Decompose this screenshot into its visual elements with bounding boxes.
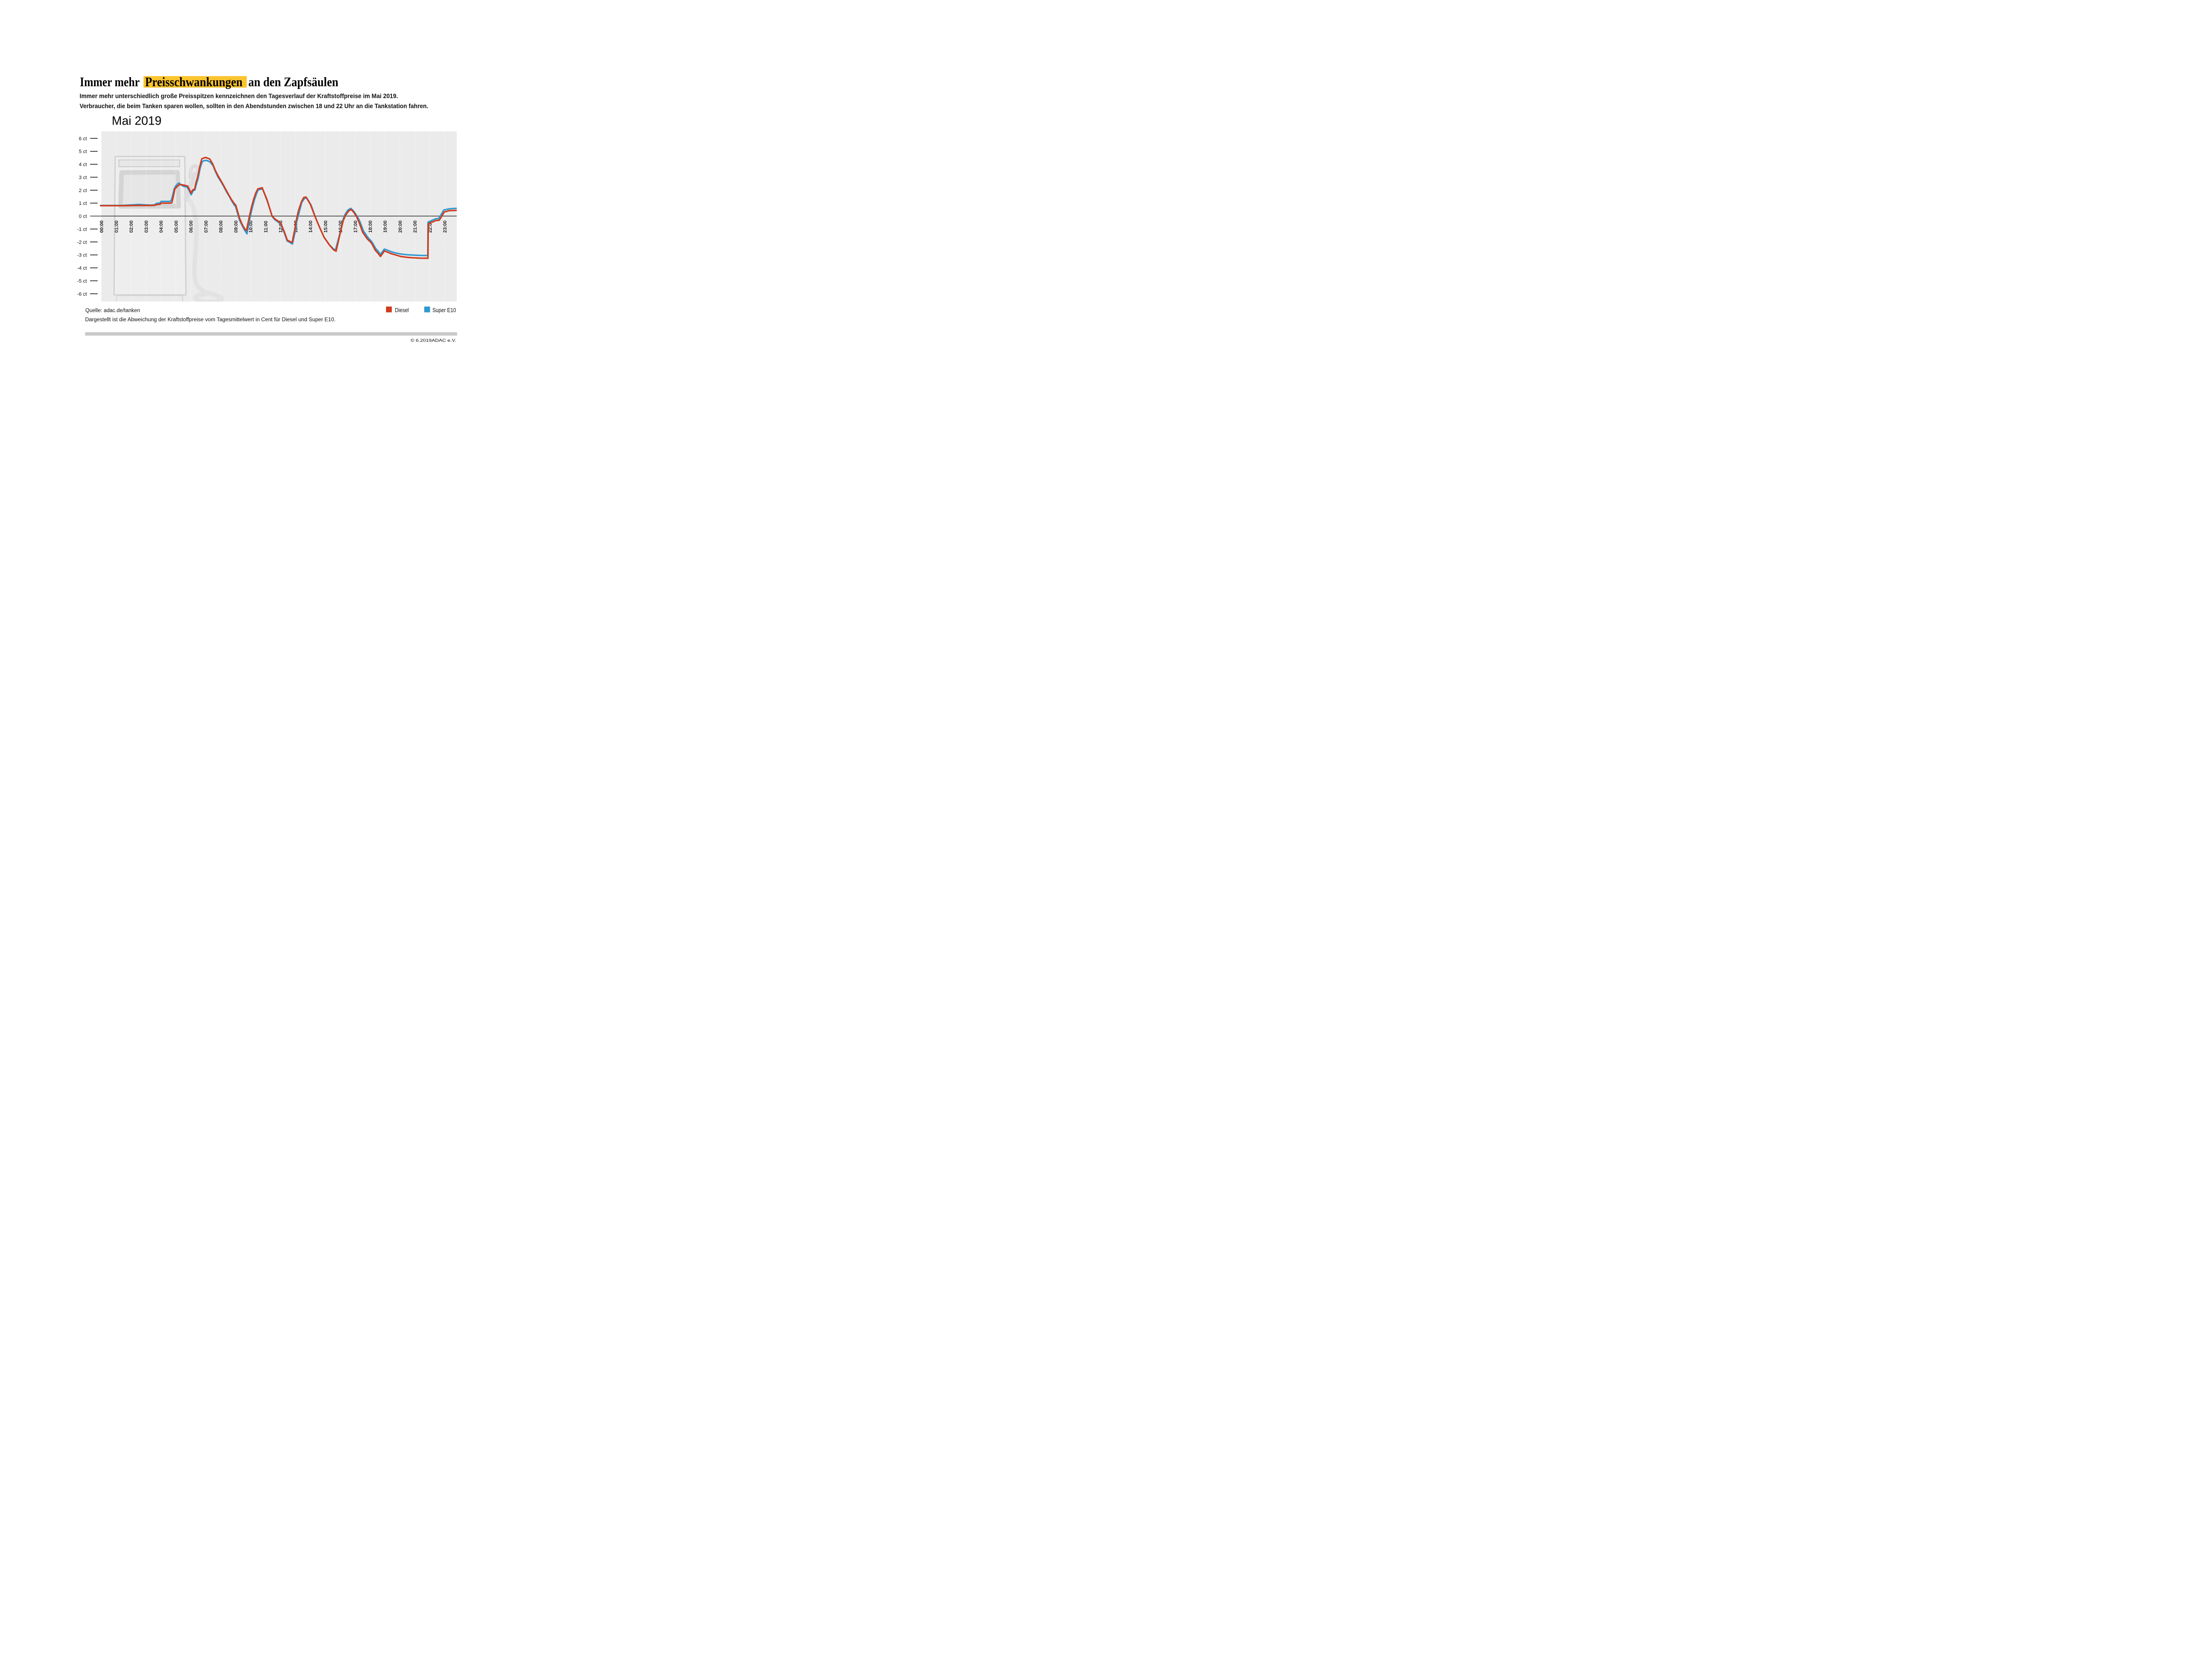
svg-text:-4 ct: -4 ct [77,266,87,271]
svg-text:06:00: 06:00 [188,220,194,233]
svg-text:15:00: 15:00 [323,220,329,233]
svg-text:© 6.2019ADAC e.V.: © 6.2019ADAC e.V. [411,338,456,343]
svg-text:Immer mehr: Immer mehr [80,75,140,89]
svg-text:18:00: 18:00 [368,220,373,233]
svg-text:08:00: 08:00 [219,220,224,233]
svg-text:Verbraucher, die beim Tanken s: Verbraucher, die beim Tanken sparen woll… [80,103,428,110]
svg-text:3 ct: 3 ct [79,175,87,180]
svg-text:Dargestellt ist die Abweichung: Dargestellt ist die Abweichung der Kraft… [85,317,336,323]
svg-text:6 ct: 6 ct [79,136,87,141]
svg-text:19:00: 19:00 [383,220,388,233]
svg-text:-2 ct: -2 ct [77,240,87,245]
svg-text:0 ct: 0 ct [79,214,87,219]
svg-text:-1 ct: -1 ct [77,227,87,232]
svg-text:an den Zapfsäulen: an den Zapfsäulen [248,75,339,89]
svg-text:4 ct: 4 ct [79,162,87,167]
svg-text:5 ct: 5 ct [79,149,87,155]
svg-text:1 ct: 1 ct [79,201,87,206]
svg-text:03:00: 03:00 [144,220,149,233]
svg-text:02:00: 02:00 [129,220,134,233]
svg-text:07:00: 07:00 [203,220,209,233]
svg-text:Preisschwankungen: Preisschwankungen [145,75,243,89]
svg-text:20:00: 20:00 [397,220,403,233]
svg-text:11:00: 11:00 [263,221,269,233]
svg-text:05:00: 05:00 [173,220,179,233]
svg-text:Quelle: adac.de/tanken: Quelle: adac.de/tanken [85,308,140,313]
svg-text:-6 ct: -6 ct [77,292,87,297]
svg-text:Immer mehr unterschiedlich gro: Immer mehr unterschiedlich große Preissp… [80,93,398,99]
svg-text:Super E10: Super E10 [433,307,456,313]
svg-text:04:00: 04:00 [159,220,164,233]
svg-text:00:00: 00:00 [99,220,104,233]
svg-text:17:00: 17:00 [353,220,358,233]
svg-text:09:00: 09:00 [233,220,239,233]
svg-text:14:00: 14:00 [308,220,313,233]
svg-text:2 ct: 2 ct [79,188,87,193]
svg-text:Mai 2019: Mai 2019 [112,114,162,127]
svg-text:-3 ct: -3 ct [77,253,87,258]
svg-text:01:00: 01:00 [114,220,119,233]
svg-text:23:00: 23:00 [443,220,448,233]
svg-text:Diesel: Diesel [395,307,409,313]
svg-text:21:00: 21:00 [412,220,418,233]
svg-text:-5 ct: -5 ct [77,278,87,284]
